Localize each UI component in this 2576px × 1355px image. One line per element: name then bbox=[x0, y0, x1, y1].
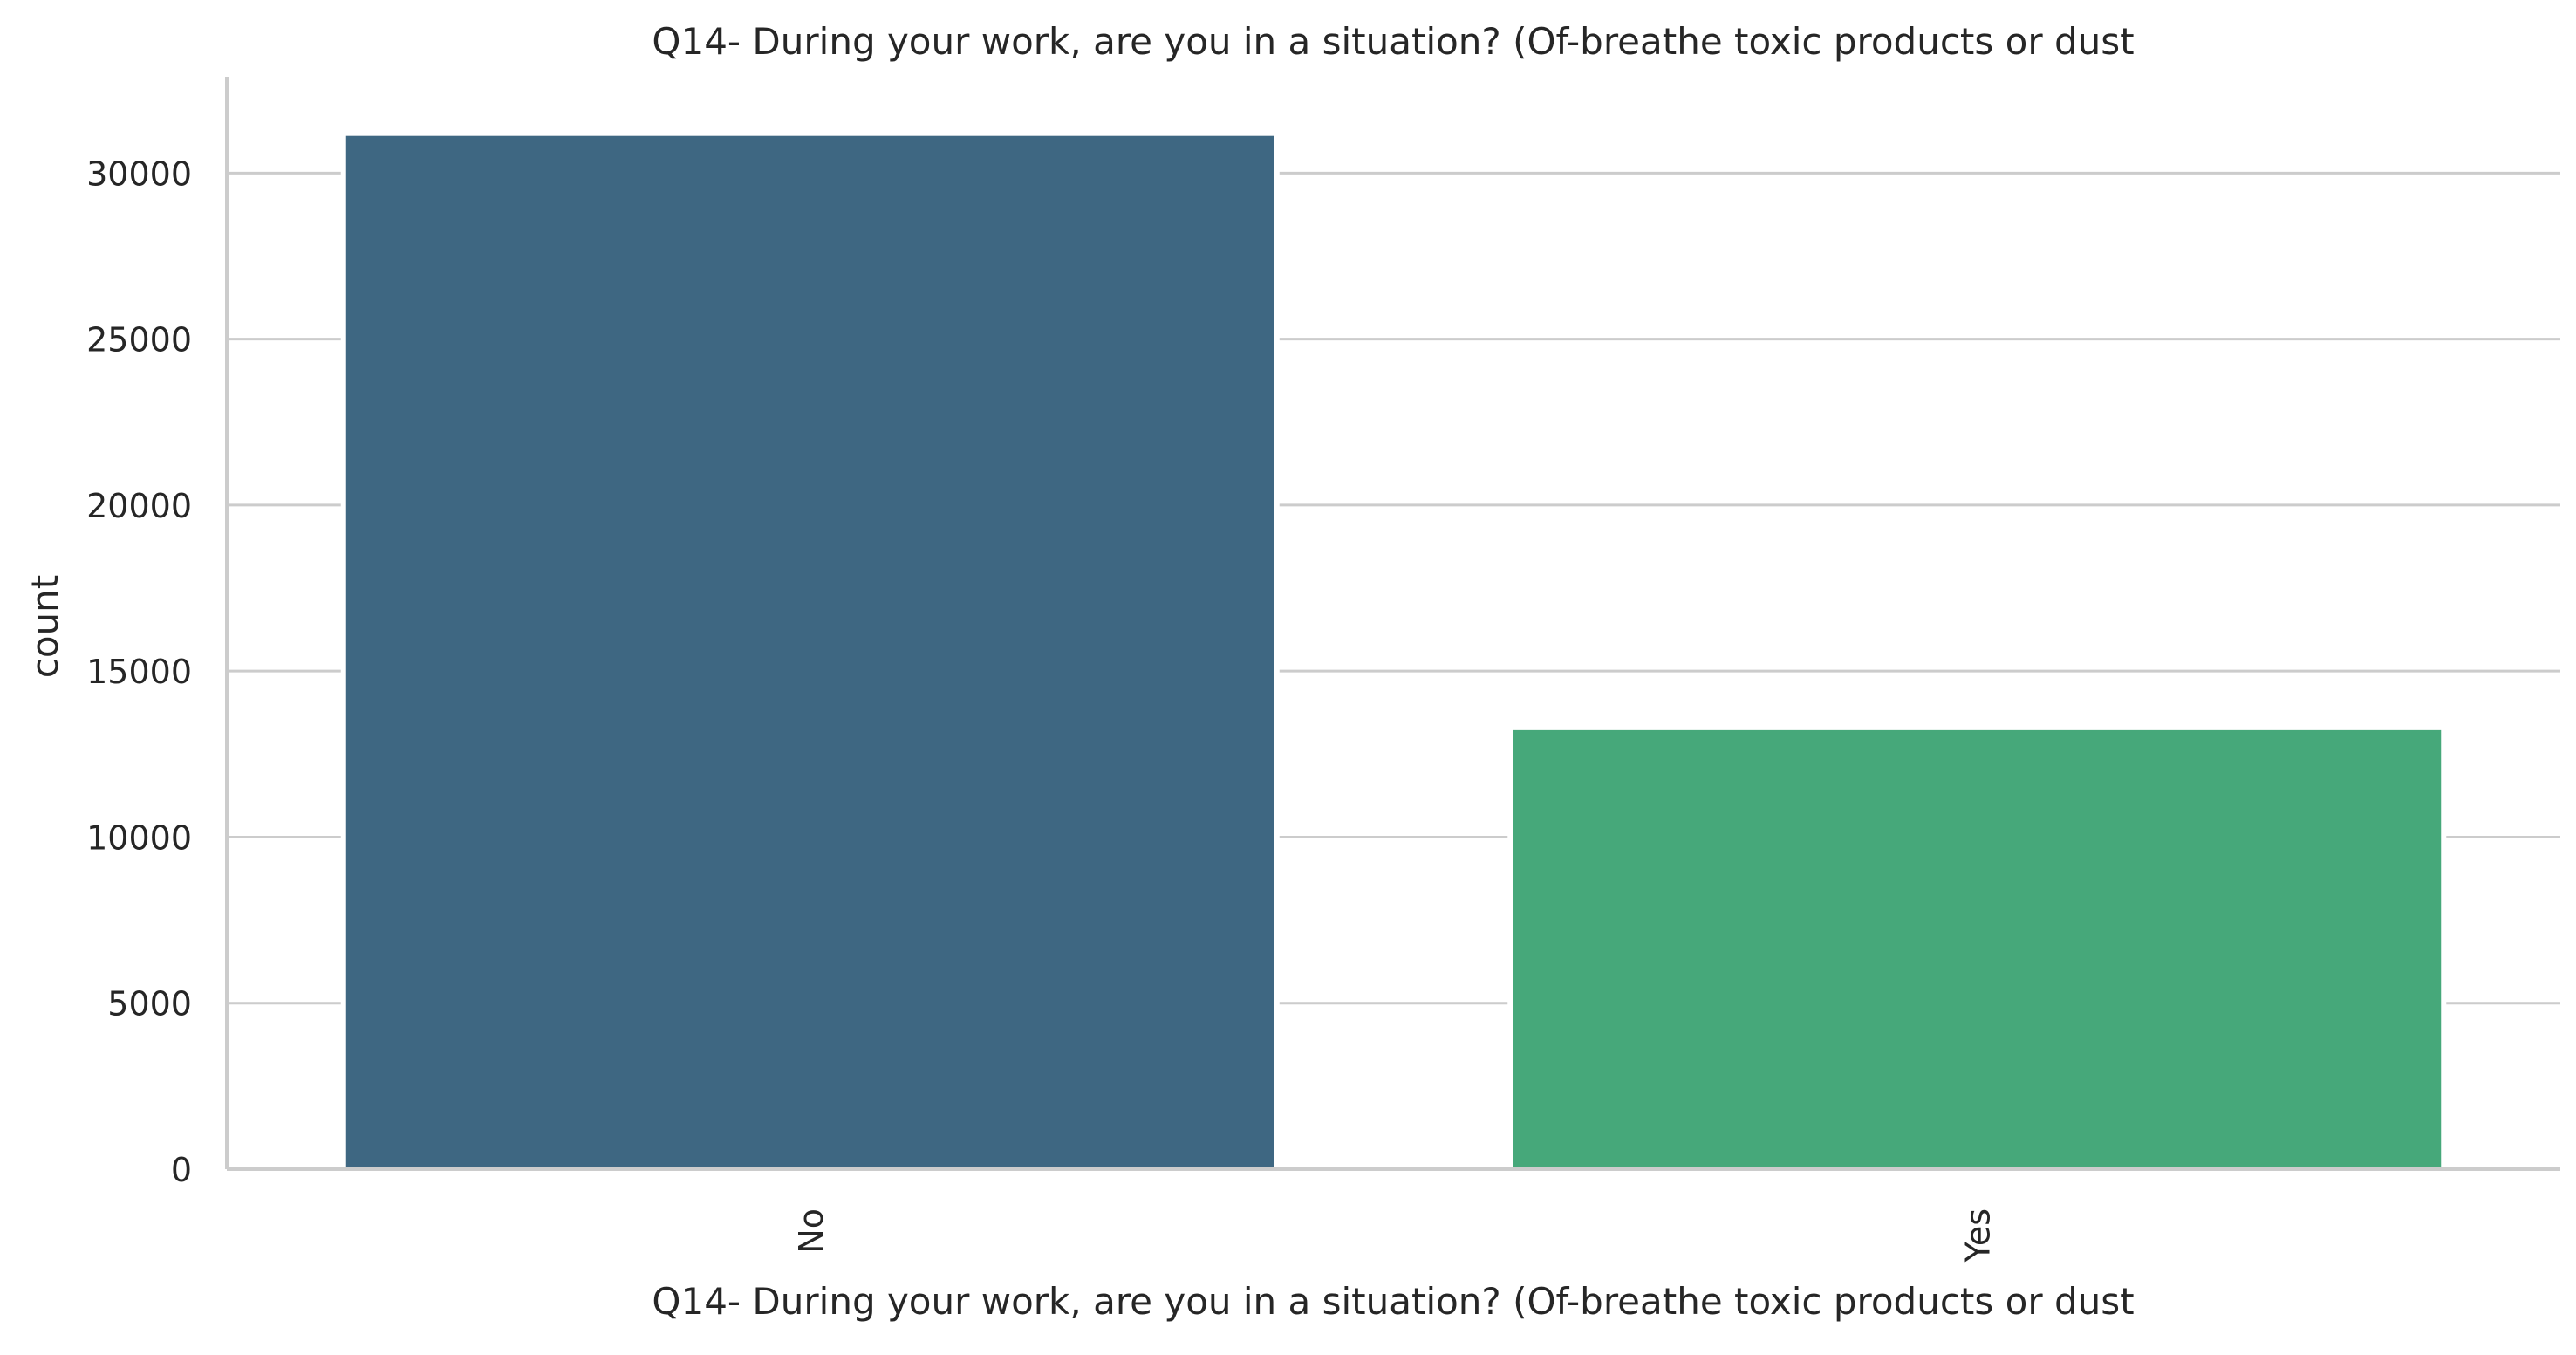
bars bbox=[340, 130, 2447, 1173]
axes bbox=[225, 77, 2560, 1171]
y-tick-label: 10000 bbox=[86, 818, 192, 857]
x-tick-labels: No Yes bbox=[792, 1208, 1998, 1263]
y-tick-label: 20000 bbox=[86, 487, 192, 525]
x-tick-label: Yes bbox=[1958, 1208, 1997, 1263]
x-axis-label: Q14- During your work, are you in a situ… bbox=[652, 1280, 2134, 1323]
x-tick-label: No bbox=[792, 1208, 830, 1254]
bar-yes bbox=[1507, 724, 2447, 1172]
y-tick-label: 25000 bbox=[86, 321, 192, 359]
y-tick-label: 30000 bbox=[86, 154, 192, 193]
y-tick-label: 5000 bbox=[107, 985, 192, 1023]
y-axis-label: count bbox=[24, 575, 66, 679]
bar-no bbox=[340, 130, 1280, 1173]
y-tick-label: 0 bbox=[171, 1151, 192, 1189]
chart-title: Q14- During your work, are you in a situ… bbox=[652, 20, 2134, 63]
y-tick-labels: 0 5000 10000 15000 20000 25000 30000 bbox=[86, 154, 192, 1189]
y-tick-label: 15000 bbox=[86, 653, 192, 691]
